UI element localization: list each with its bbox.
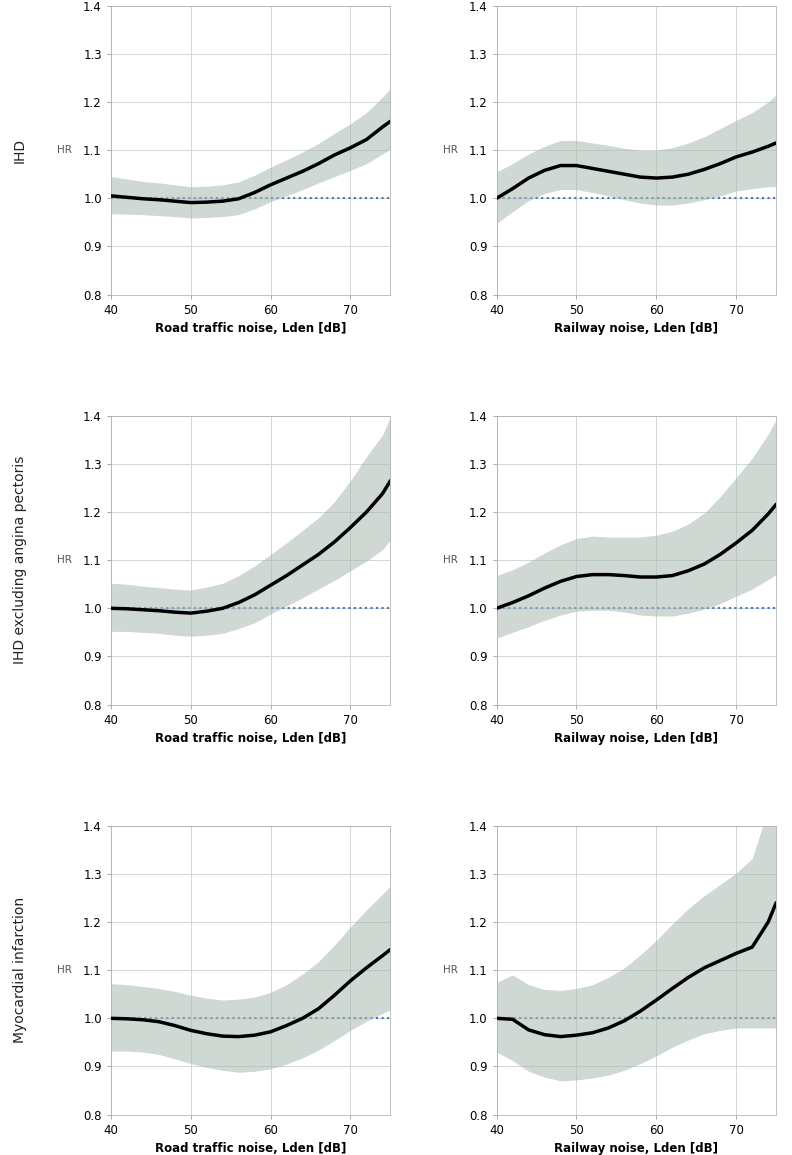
X-axis label: Railway noise, Lden [dB]: Railway noise, Lden [dB]	[554, 1142, 718, 1155]
Text: IHD: IHD	[13, 137, 27, 163]
X-axis label: Road traffic noise, Lden [dB]: Road traffic noise, Lden [dB]	[155, 1142, 346, 1155]
X-axis label: Road traffic noise, Lden [dB]: Road traffic noise, Lden [dB]	[155, 322, 346, 335]
Text: Myocardial infarction: Myocardial infarction	[13, 897, 27, 1043]
Y-axis label: HR: HR	[57, 556, 72, 565]
Y-axis label: HR: HR	[57, 146, 72, 155]
X-axis label: Road traffic noise, Lden [dB]: Road traffic noise, Lden [dB]	[155, 732, 346, 745]
X-axis label: Railway noise, Lden [dB]: Railway noise, Lden [dB]	[554, 732, 718, 745]
Y-axis label: HR: HR	[57, 966, 72, 975]
Y-axis label: HR: HR	[443, 556, 458, 565]
Y-axis label: HR: HR	[443, 966, 458, 975]
X-axis label: Railway noise, Lden [dB]: Railway noise, Lden [dB]	[554, 322, 718, 335]
Y-axis label: HR: HR	[443, 146, 458, 155]
Text: IHD excluding angina pectoris: IHD excluding angina pectoris	[13, 456, 27, 664]
